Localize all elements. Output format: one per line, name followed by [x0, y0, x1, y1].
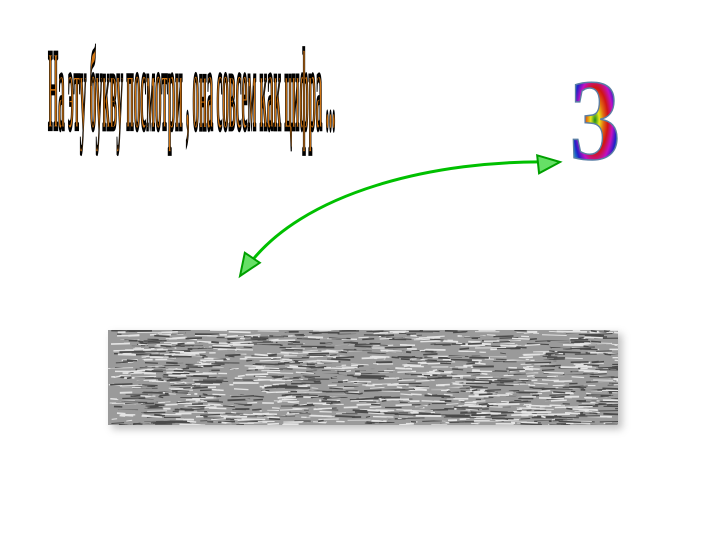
title-wordart: На эту букву посмотри , она совсем как ц… — [48, 76, 528, 196]
arrow-head-start — [233, 253, 260, 281]
title-text: На эту букву посмотри , она совсем как ц… — [48, 30, 335, 159]
digit-wordart: 3 — [535, 60, 655, 180]
slide-canvas: На эту букву посмотри , она совсем как ц… — [0, 0, 720, 540]
noise-texture-bar — [108, 330, 618, 425]
digit-glyph: 3 — [569, 60, 620, 180]
